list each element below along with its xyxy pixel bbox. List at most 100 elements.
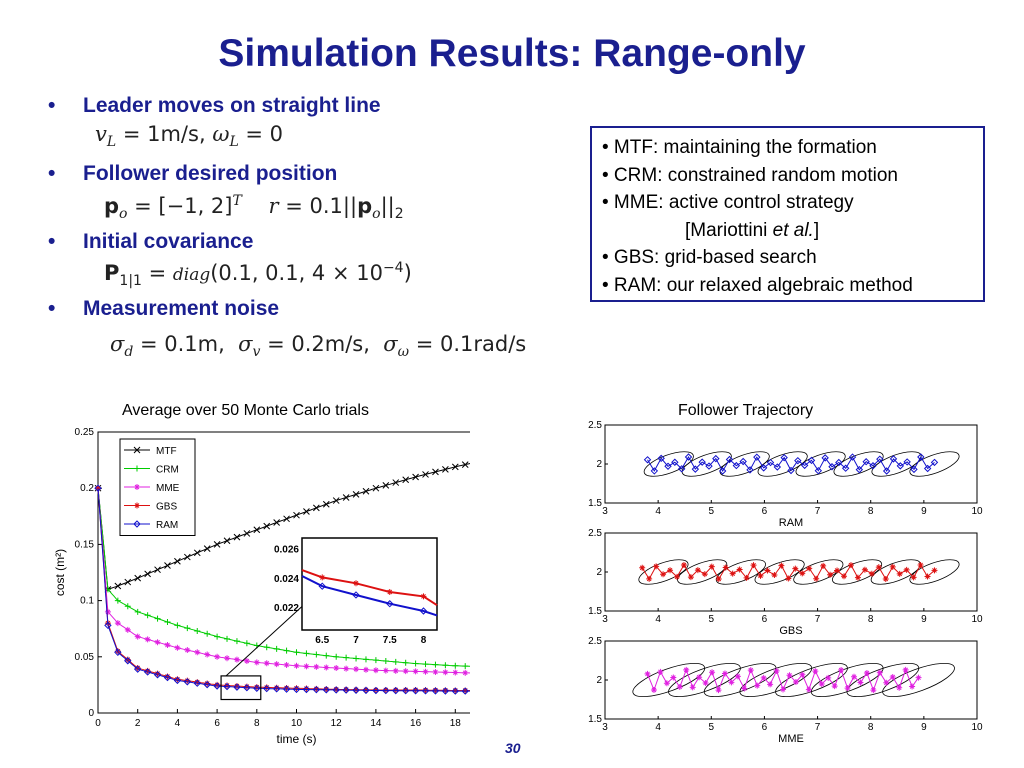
trajectory-point <box>851 673 858 680</box>
data-point <box>343 686 350 693</box>
trajectory-point <box>646 575 653 582</box>
data-point <box>323 686 330 693</box>
data-point <box>442 662 449 669</box>
covariance-ellipse <box>832 559 883 585</box>
trajectory-point <box>759 464 768 472</box>
trajectory-point <box>663 680 670 687</box>
y-axis-label: cost (m²) <box>53 549 67 596</box>
data-point <box>442 669 449 676</box>
trajectory-point <box>841 464 850 472</box>
data-point <box>411 687 420 695</box>
data-point <box>382 658 389 665</box>
bullet-dot: • <box>48 297 56 320</box>
data-point <box>194 649 201 656</box>
bullet-label: Follower desired position <box>83 162 338 185</box>
trajectory-point <box>863 670 870 677</box>
data-point <box>452 669 459 676</box>
trajectory-point <box>857 679 864 686</box>
bullet-dot: • <box>48 94 56 117</box>
inset-data-point <box>319 574 326 581</box>
inset-data-point <box>386 600 394 608</box>
trajectory-point <box>869 462 877 470</box>
data-point <box>114 648 122 657</box>
data-point <box>442 687 449 694</box>
y-tick-label: 2.5 <box>588 636 602 647</box>
data-point <box>462 687 469 694</box>
trajectory-point <box>650 467 659 475</box>
y-tick-label: 0.05 <box>75 652 95 663</box>
data-point <box>283 647 290 654</box>
data-point <box>303 663 310 670</box>
data-point <box>153 671 162 679</box>
trajectory-point <box>785 575 792 582</box>
trajectory-point <box>838 667 845 674</box>
data-point <box>402 668 409 675</box>
data-point <box>243 530 251 537</box>
data-point <box>204 680 211 687</box>
trajectory-point <box>818 680 825 687</box>
data-point <box>362 686 370 695</box>
legend-marker <box>133 520 141 528</box>
bullet-label: Initial covariance <box>83 230 254 253</box>
data-point <box>342 686 350 694</box>
method-gbs: • GBS: grid-based search <box>602 247 817 268</box>
data-point <box>144 636 151 643</box>
covariance-ellipse <box>719 451 770 477</box>
data-point <box>372 686 380 695</box>
covariance-ellipse <box>715 559 766 585</box>
trajectory-point <box>799 570 806 577</box>
x-tick-label: 3 <box>602 506 608 517</box>
data-point <box>263 684 270 691</box>
data-point <box>292 685 301 694</box>
series-crm <box>95 485 470 670</box>
series-mme <box>95 485 470 676</box>
trajectory-point <box>821 454 829 462</box>
trajectory-point <box>743 574 750 581</box>
trajectory-point <box>698 458 706 466</box>
trajectory-point <box>870 687 877 694</box>
trajectory-point <box>831 683 838 690</box>
data-point <box>164 618 171 625</box>
trajectory-point <box>780 686 787 693</box>
data-point <box>134 665 141 672</box>
data-point <box>224 635 231 642</box>
inset-data-point <box>386 589 393 596</box>
data-point <box>233 656 240 663</box>
y-tick-label: 1.5 <box>588 714 602 725</box>
data-point <box>253 684 260 691</box>
data-point <box>352 686 360 694</box>
data-point <box>362 666 369 673</box>
legend-marker <box>134 502 140 509</box>
trajectory-point <box>812 668 819 675</box>
equation-covariance: P1|1 = diag(0.1, 0.1, 4 × 10−4) <box>104 260 412 290</box>
data-point <box>402 476 410 484</box>
zoom-box <box>220 675 262 701</box>
trajectory-point <box>657 454 665 463</box>
data-point <box>392 658 399 665</box>
data-point <box>283 684 290 691</box>
y-tick-label: 1.5 <box>588 498 602 509</box>
inset-y-tick-label: 0.022 <box>274 603 299 614</box>
covariance-ellipse <box>681 451 732 477</box>
covariance-ellipse <box>833 451 884 477</box>
data-point <box>402 686 409 693</box>
data-point <box>263 644 270 651</box>
data-point <box>441 687 450 695</box>
data-point <box>382 667 389 674</box>
data-point <box>283 661 290 668</box>
plot-area <box>604 424 978 504</box>
covariance-ellipse <box>668 662 741 698</box>
y-tick-label: 0.25 <box>75 427 95 438</box>
covariance-ellipse <box>638 559 689 585</box>
data-point <box>431 687 440 695</box>
data-point <box>313 685 320 692</box>
data-point <box>303 685 310 692</box>
x-tick-label: 9 <box>921 506 927 517</box>
data-point <box>114 582 122 590</box>
data-point <box>144 667 151 674</box>
data-point <box>382 482 390 489</box>
data-point <box>372 686 379 693</box>
data-point <box>194 679 201 686</box>
x-tick-label: 6 <box>762 722 768 733</box>
data-point <box>114 620 121 627</box>
